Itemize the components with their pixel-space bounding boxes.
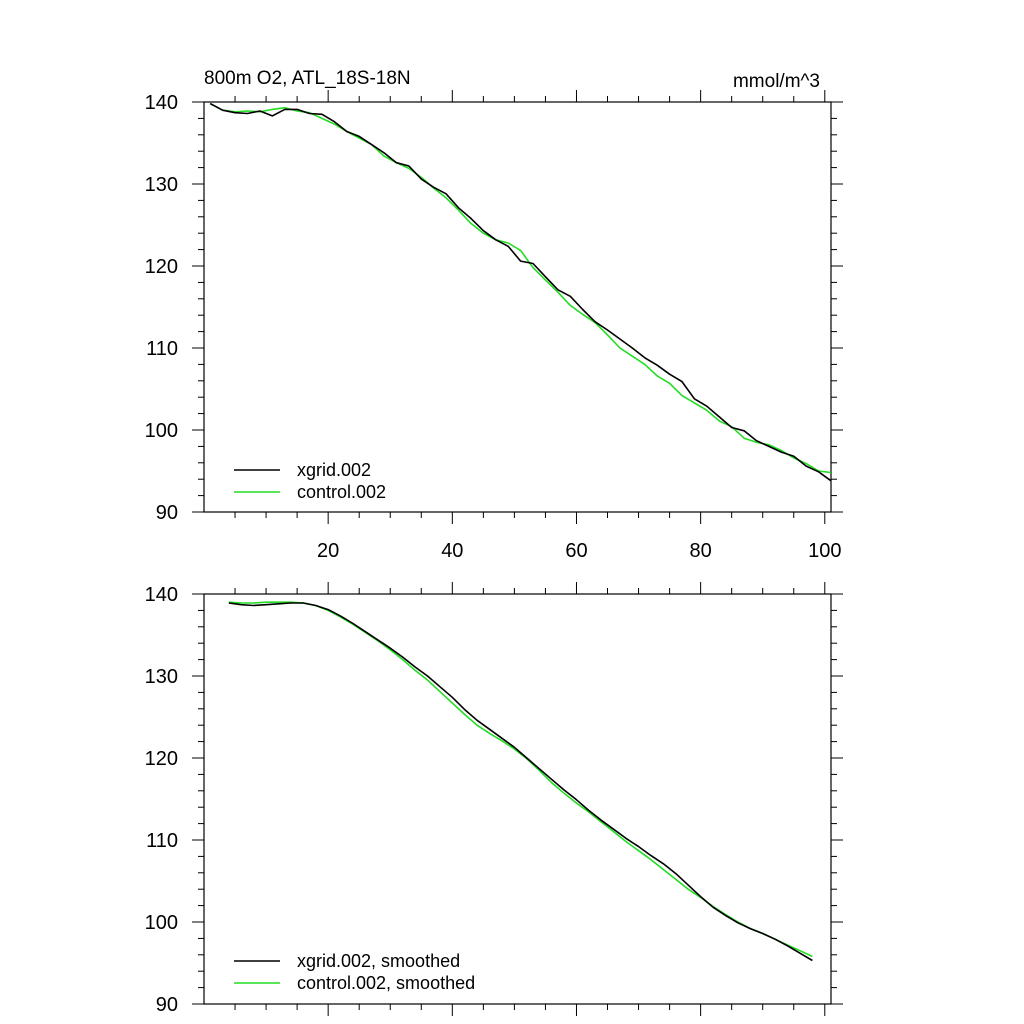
plot-lines [228,601,813,962]
x-tick-label: 100 [808,540,841,562]
legend-label-xgrid-smoothed: xgrid.002, smoothed [297,951,460,971]
units-label: mmol/m^3 [733,71,820,92]
y-tick-label: 120 [145,748,178,770]
plot-frame [203,101,832,513]
legend: xgrid.002, smoothed control.002, smoothe… [234,951,475,993]
x-tick-label: 80 [690,540,712,562]
axis-ticks: 90 100 110 120 130 140 20 40 60 80 100 [145,90,843,562]
plot-frame [203,593,832,1005]
y-tick-label: 140 [145,584,178,606]
axis-ticks: 90 100 110 120 130 140 [145,582,843,1016]
x-tick-label: 40 [441,540,463,562]
x-tick-label: 20 [317,540,339,562]
y-tick-label: 140 [145,92,178,114]
legend-label-xgrid: xgrid.002 [297,460,371,480]
legend: xgrid.002 control.002 [234,460,386,502]
legend-label-control: control.002 [297,482,386,502]
y-tick-label: 120 [145,256,178,278]
y-tick-label: 130 [145,174,178,196]
x-tick-label: 60 [565,540,587,562]
series-line-xgrid-002-smoothed [228,602,813,962]
y-tick-label: 130 [145,666,178,688]
y-tick-label: 110 [146,338,178,360]
y-tick-label: 100 [145,420,178,442]
legend-label-control-smoothed: control.002, smoothed [297,973,475,993]
y-tick-label: 110 [146,830,178,852]
smoothed-panel: 90 100 110 120 130 140 xgrid.002, smoothed co… [145,582,843,1016]
series-line-control-002-smoothed [228,601,813,958]
series-line-xgrid-002 [209,102,832,482]
y-tick-label: 100 [145,912,178,934]
chart-title: 800m O2, ATL_18S-18N [204,68,411,89]
raw-panel: 90 100 110 120 130 140 20 40 60 80 100 xgrid.002 c… [145,90,843,562]
series-line-control-002 [209,102,832,474]
y-tick-label: 90 [156,994,178,1016]
plot-lines [209,102,832,482]
y-tick-label: 90 [156,502,178,524]
